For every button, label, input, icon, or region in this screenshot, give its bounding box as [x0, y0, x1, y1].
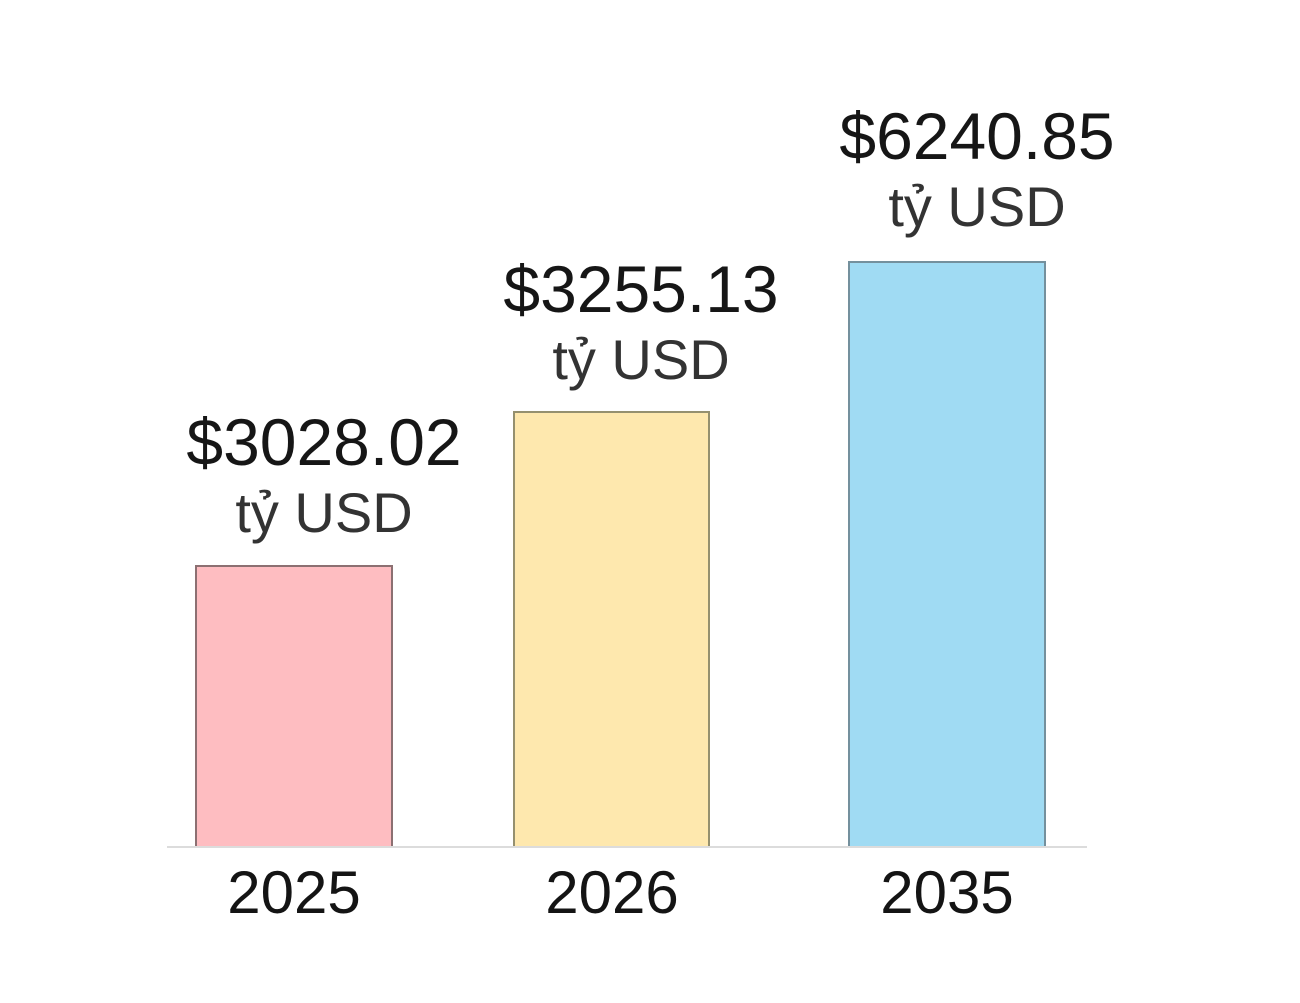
- data-label-2026-amount: $3255.13: [503, 252, 779, 326]
- x-axis-line: [167, 846, 1087, 848]
- x-tick-2025: 2025: [227, 859, 361, 926]
- data-label-2025-amount: $3028.02: [186, 405, 462, 479]
- data-label-2035-unit: tỷ USD: [888, 175, 1066, 238]
- data-label-2035-amount: $6240.85: [839, 99, 1115, 173]
- data-label-2035: $6240.85 tỷ USD: [807, 98, 1147, 240]
- data-label-2025-unit: tỷ USD: [235, 481, 413, 544]
- bar-2026: [513, 411, 710, 848]
- x-tick-2026: 2026: [545, 859, 679, 926]
- data-label-2025: $3028.02 tỷ USD: [154, 404, 494, 546]
- bar-2025: [195, 565, 393, 848]
- x-tick-2035: 2035: [880, 859, 1014, 926]
- data-label-2026: $3255.13 tỷ USD: [471, 251, 811, 393]
- bar-2035: [848, 261, 1046, 848]
- data-label-2026-unit: tỷ USD: [552, 328, 730, 391]
